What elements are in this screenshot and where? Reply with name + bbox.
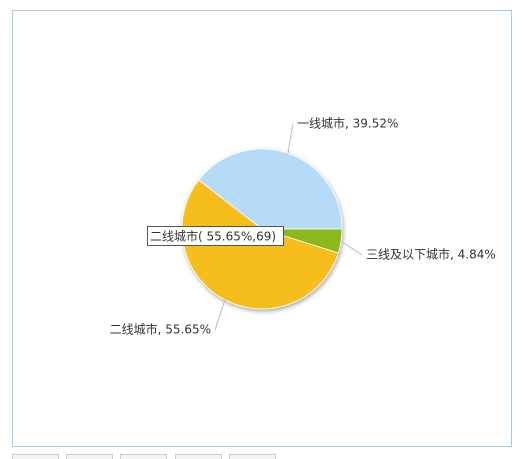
leader-line (340, 240, 363, 256)
data-label: 三线及以下城市, 4.84% (366, 247, 496, 262)
tooltip-text: 二线城市( 55.65%,69) (150, 229, 276, 244)
tooltip: 二线城市( 55.65%,69) (147, 226, 284, 246)
data-label: 二线城市, 55.65% (110, 322, 211, 337)
labels: 一线城市, 39.52% 三线及以下城市, 4.84% 二线城市, 55.65% (110, 116, 496, 337)
tooltip-box (147, 226, 284, 246)
leader-line (214, 299, 226, 331)
data-label: 一线城市, 39.52% (297, 116, 398, 131)
bottom-tabs (12, 454, 276, 459)
pie-slice (198, 148, 343, 230)
leader-line (287, 123, 294, 154)
